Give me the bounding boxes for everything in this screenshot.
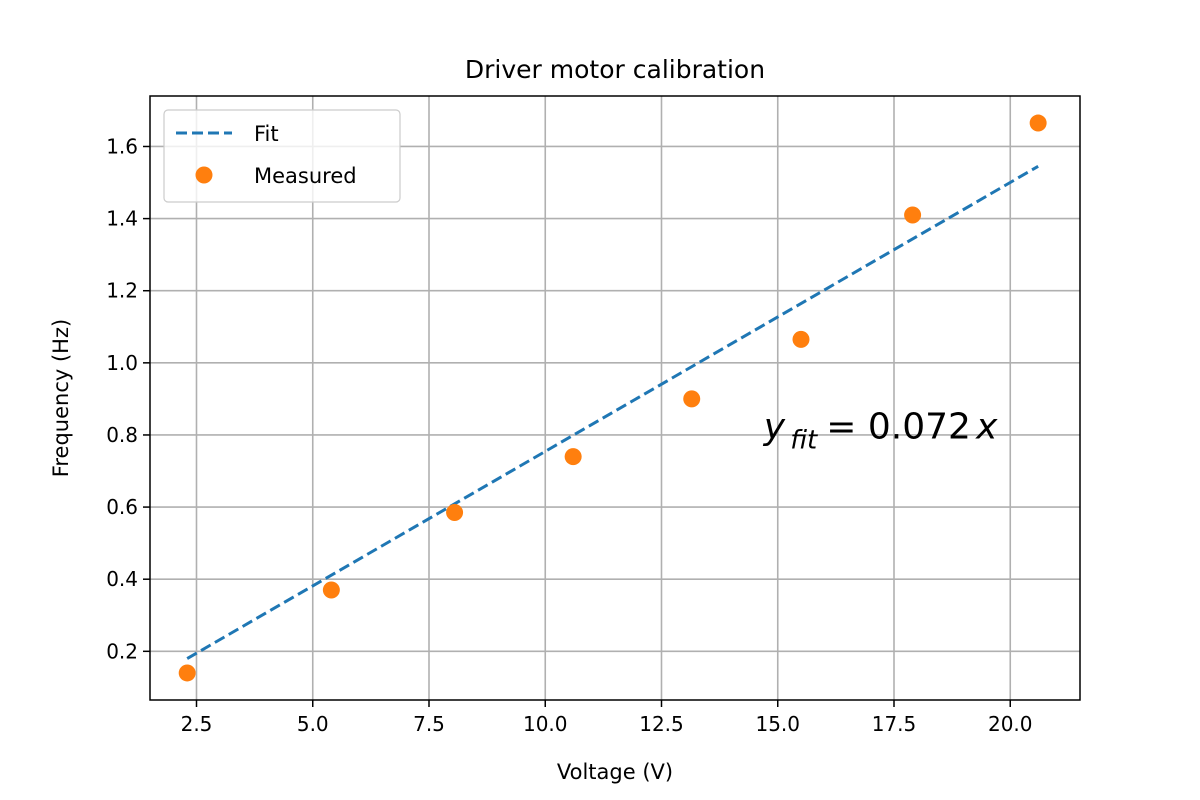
x-tick-label: 10.0 <box>523 712 568 736</box>
x-tick-label: 7.5 <box>413 712 445 736</box>
annotation-x: x <box>975 407 998 448</box>
chart-title: Driver motor calibration <box>465 55 765 84</box>
y-tick-label: 0.8 <box>106 423 138 447</box>
legend-measured-label: Measured <box>254 164 357 188</box>
fit-equation-annotation: y fit = 0.072 x <box>763 407 998 456</box>
x-tick-label: 2.5 <box>181 712 213 736</box>
annotation-y: y <box>763 407 786 448</box>
measured-point <box>564 448 582 466</box>
x-tick-label: 12.5 <box>639 712 684 736</box>
measured-points-layer <box>178 114 1047 682</box>
measured-point <box>792 330 810 348</box>
y-axis-title: Frequency (Hz) <box>49 319 73 477</box>
x-tick-label: 20.0 <box>988 712 1033 736</box>
legend-measured-swatch <box>195 166 213 184</box>
measured-point <box>178 664 196 682</box>
y-tick-label: 1.2 <box>106 279 138 303</box>
annotation-equals: = 0.072 <box>826 407 971 448</box>
x-tick-label: 17.5 <box>872 712 917 736</box>
measured-point <box>904 206 922 224</box>
y-tick-label: 1.4 <box>106 207 138 231</box>
plot-frame <box>149 95 1081 701</box>
fit-line-layer <box>186 165 1039 660</box>
x-tick-label: 15.0 <box>755 712 800 736</box>
annotation-subscript: fit <box>790 426 818 456</box>
fit-line <box>186 165 1039 660</box>
y-tick-label: 1.6 <box>106 134 138 158</box>
grid <box>150 96 1080 700</box>
legend-box <box>163 109 401 203</box>
y-tick-label: 1.0 <box>106 351 138 375</box>
y-tick-label: 0.2 <box>106 639 138 663</box>
x-axis-ticks: 2.5 5.0 7.5 10.0 12.5 15.0 17.5 20.0 <box>181 700 1033 736</box>
x-tick-label: 5.0 <box>297 712 329 736</box>
legend: Fit Measured <box>163 109 401 203</box>
measured-point <box>322 581 340 599</box>
measured-point <box>1029 114 1047 132</box>
y-axis-ticks: 0.2 0.4 0.6 0.8 1.0 1.2 1.4 1.6 <box>106 134 150 663</box>
measured-point <box>446 503 464 521</box>
legend-fit-label: Fit <box>254 122 279 146</box>
x-axis-title: Voltage (V) <box>557 760 673 784</box>
measured-point <box>683 390 701 408</box>
y-tick-label: 0.4 <box>106 567 138 591</box>
y-tick-label: 0.6 <box>106 495 138 519</box>
